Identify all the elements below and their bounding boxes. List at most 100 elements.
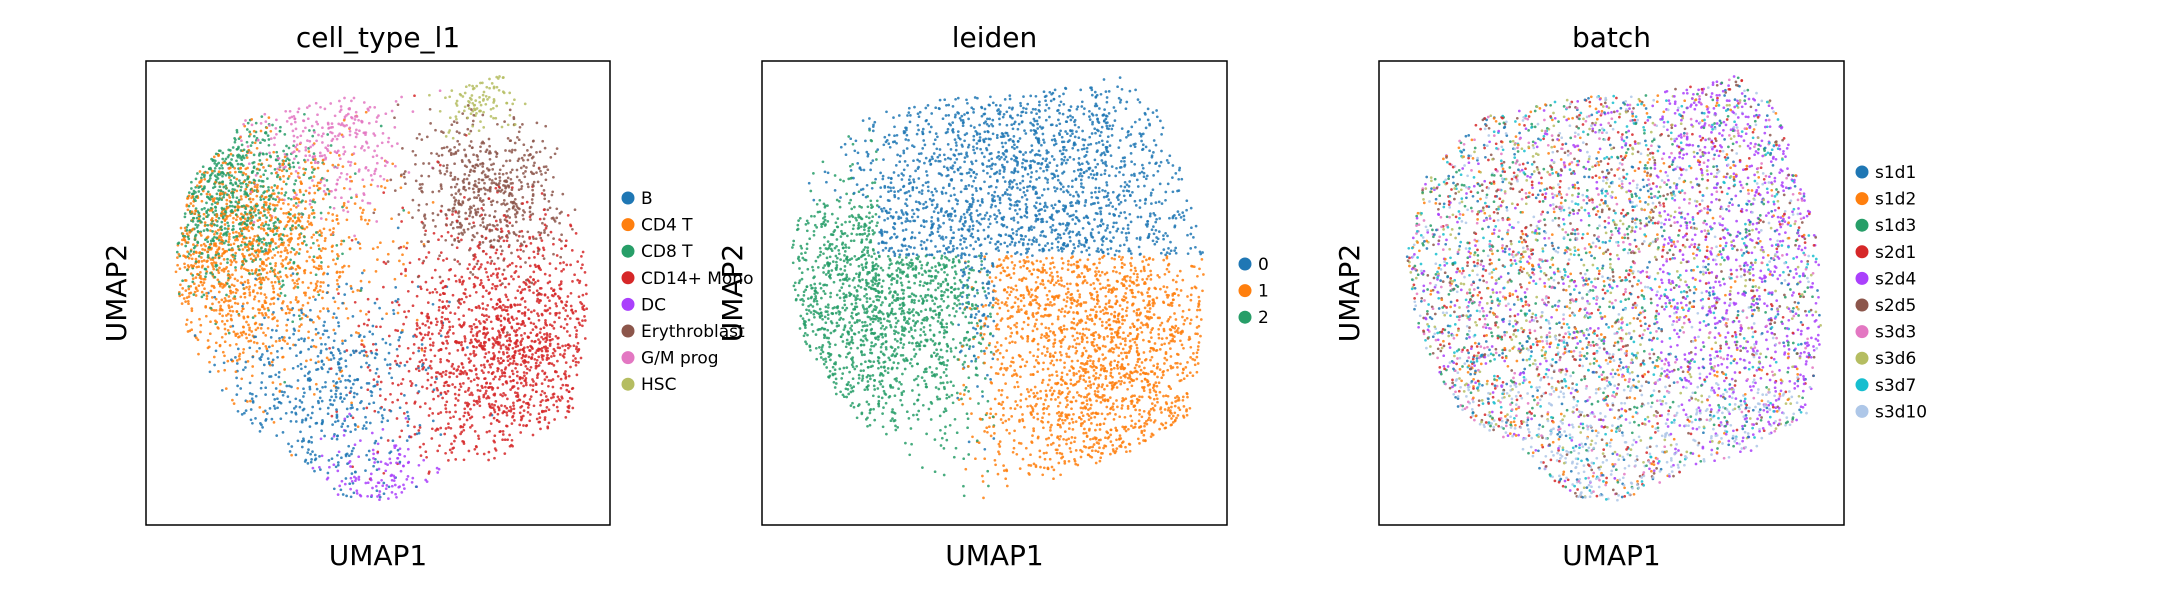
scatter-point [299, 134, 303, 138]
scatter-point [296, 171, 300, 175]
scatter-point [208, 370, 212, 374]
scatter-point [249, 200, 253, 204]
scatter-point [221, 286, 225, 289]
scatter-point [563, 352, 566, 356]
scatter-point [576, 278, 580, 282]
scatter-point [179, 283, 182, 287]
scatter-point [214, 261, 218, 265]
scatter-point [475, 345, 478, 349]
scatter-point [427, 470, 431, 474]
scatter-point [338, 351, 342, 355]
scatter-point [501, 90, 505, 94]
scatter-point [472, 403, 476, 407]
scatter-point [254, 417, 257, 420]
scatter-point [475, 325, 479, 329]
scatter-point [270, 328, 274, 332]
scatter-point [197, 211, 201, 215]
scatter-point [194, 250, 198, 254]
scatter-point [291, 224, 294, 228]
scatter-point [213, 159, 217, 163]
scatter-point [552, 252, 555, 256]
scatter-point [289, 274, 293, 277]
scatter-point [220, 220, 224, 224]
scatter-point [505, 333, 509, 337]
scatter-point [196, 289, 199, 293]
scatter-point [544, 309, 548, 313]
scatter-point [347, 160, 350, 164]
scatter-point [267, 186, 270, 189]
scatter-point [548, 312, 552, 315]
scatter-point [251, 421, 254, 425]
scatter-point [236, 204, 240, 208]
scatter-point [210, 195, 214, 198]
scatter-point [441, 311, 444, 315]
scatter-point [532, 309, 536, 312]
scatter-point [475, 112, 478, 115]
scatter-point [526, 367, 529, 371]
scatter-point [494, 227, 498, 231]
scatter-point [576, 350, 579, 353]
scatter-point [231, 183, 235, 187]
scatter-point [326, 149, 330, 153]
scatter-point [280, 306, 283, 310]
scatter-point [362, 185, 366, 188]
scatter-point [485, 396, 488, 400]
scatter-point [562, 326, 566, 330]
scatter-point [352, 446, 355, 450]
scatter-point [505, 233, 509, 237]
scatter-point [198, 170, 202, 173]
scatter-point [471, 215, 475, 219]
scatter-point [528, 205, 532, 209]
scatter-point [411, 476, 415, 480]
scatter-point [468, 144, 472, 148]
scatter-point [337, 450, 341, 454]
scatter-point [489, 365, 492, 369]
scatter-point [220, 335, 224, 339]
scatter-point [482, 393, 486, 397]
scatter-point [253, 283, 257, 287]
scatter-point [252, 134, 256, 138]
scatter-point [309, 281, 313, 285]
scatter-point [272, 270, 276, 274]
scatter-point [460, 430, 464, 434]
scatter-point [225, 217, 228, 220]
scatter-point [241, 351, 245, 354]
scatter-point [497, 235, 501, 238]
scatter-point [278, 129, 282, 133]
scatter-point [468, 263, 471, 266]
scatter-point [402, 322, 405, 326]
scatter-point [329, 102, 333, 105]
scatter-point [492, 377, 495, 381]
scatter-point [259, 175, 263, 178]
scatter-point [362, 354, 366, 357]
scatter-point [493, 434, 497, 438]
scatter-point [451, 325, 455, 328]
scatter-point [475, 196, 479, 200]
scatter-point [253, 271, 257, 275]
scatter-point [186, 330, 190, 333]
scatter-point [353, 422, 357, 426]
scatter-point [308, 387, 312, 391]
scatter-point [406, 346, 410, 350]
scatter-point [217, 198, 221, 202]
scatter-point [352, 96, 356, 100]
scatter-point [228, 176, 231, 179]
scatter-point [353, 118, 357, 121]
scatter-point [355, 128, 358, 132]
scatter-point [485, 318, 489, 321]
scatter-point [248, 328, 251, 332]
scatter-point [544, 395, 548, 398]
scatter-point [520, 187, 523, 191]
scatter-point [402, 245, 406, 248]
scatter-point [471, 393, 474, 397]
scatter-point [263, 208, 266, 211]
scatter-point [349, 487, 352, 491]
scatter-point [255, 146, 259, 150]
scatter-point [551, 378, 555, 381]
scatter-point [194, 276, 198, 279]
scatter-point [451, 293, 455, 297]
scatter-point [329, 151, 332, 155]
scatter-point [465, 165, 469, 169]
scatter-point [220, 225, 223, 228]
scatter-point [538, 420, 542, 424]
